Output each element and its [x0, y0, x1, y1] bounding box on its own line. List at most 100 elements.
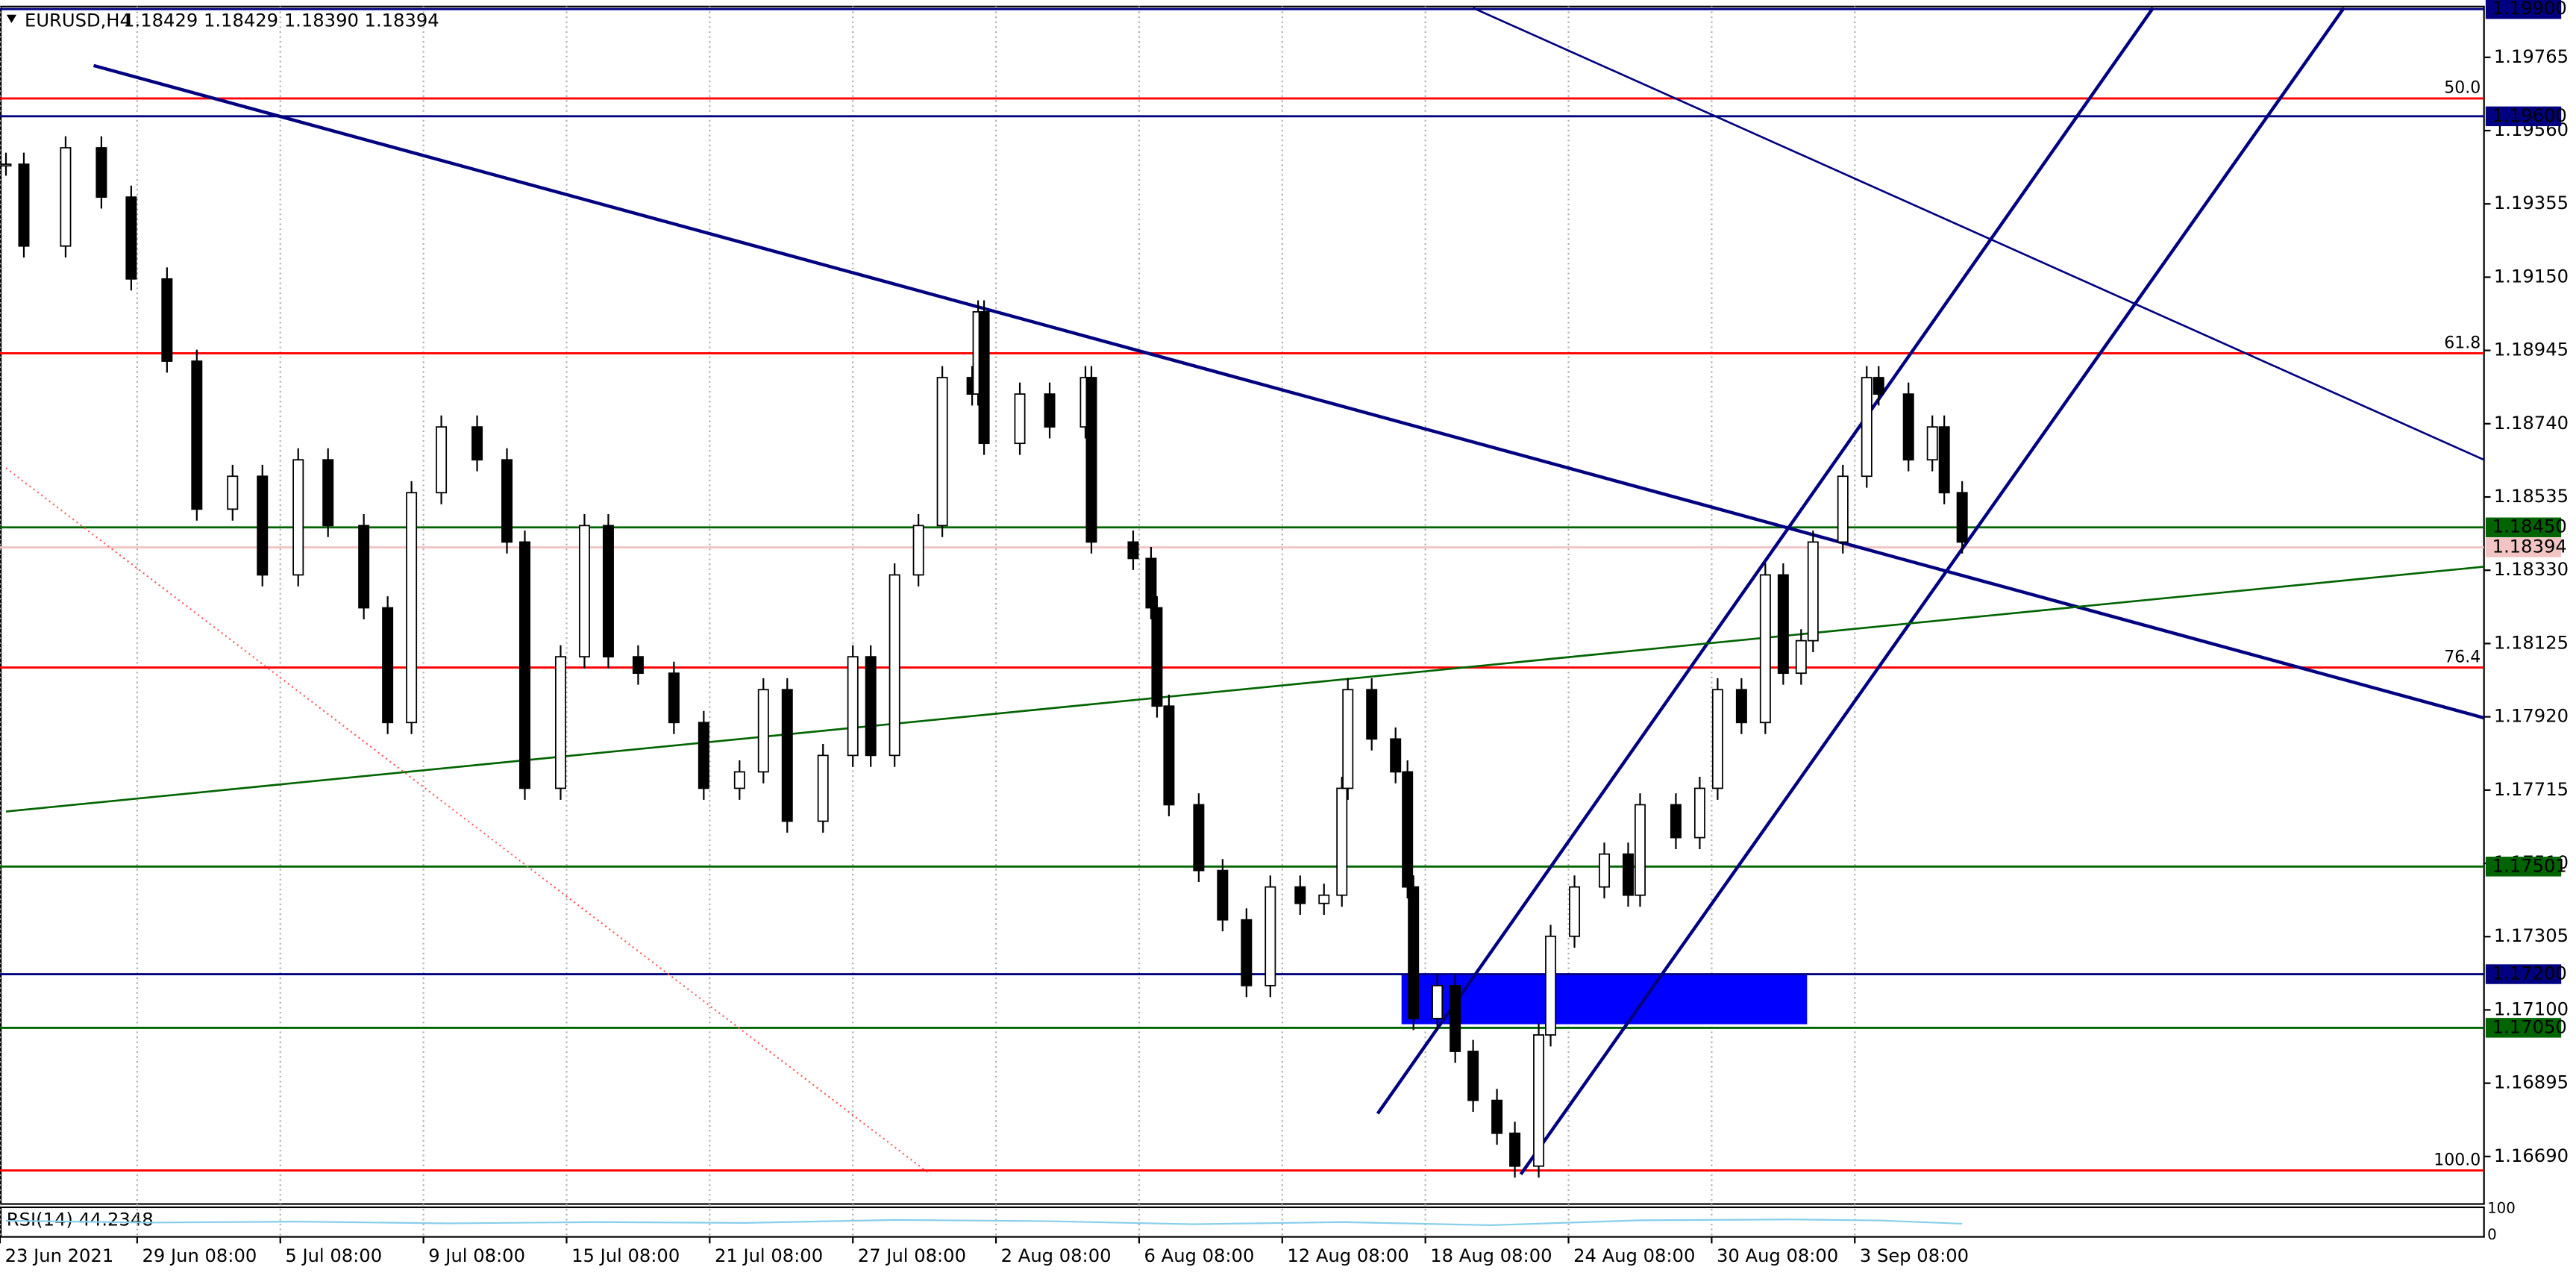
candle-body — [698, 722, 709, 789]
candle-body — [1759, 574, 1771, 724]
candle-body — [865, 656, 877, 757]
candle-body — [668, 672, 680, 724]
candle-body — [1151, 607, 1163, 707]
y-tick-label: 1.19765 — [2494, 46, 2569, 67]
candle-body — [257, 475, 269, 576]
candle-body — [1491, 1099, 1503, 1134]
menu-arrow[interactable] — [6, 14, 17, 23]
candle-body — [1693, 787, 1705, 839]
x-tick-label: 5 Jul 08:00 — [285, 1245, 382, 1266]
candle-body — [912, 525, 924, 576]
rsi-tick-label: 0 — [2487, 1226, 2497, 1243]
candle-body — [1711, 689, 1723, 789]
rsi-frame — [0, 1206, 2485, 1238]
y-tick-label: 1.17715 — [2494, 779, 2569, 800]
candle-body — [1509, 1132, 1521, 1167]
fib-label: 76.4 — [2444, 648, 2481, 666]
candle-body — [1735, 689, 1747, 724]
price-box — [2485, 106, 2562, 127]
x-tick-label: 24 Aug 08:00 — [1573, 1245, 1695, 1266]
candle-body — [578, 525, 590, 658]
y-tick-label: 1.18535 — [2494, 486, 2569, 507]
candle-body — [1014, 393, 1026, 445]
candle-body — [978, 311, 990, 445]
quote: 1.18429 1.18429 1.18390 1.18394 — [123, 10, 439, 31]
candle-body — [1085, 377, 1097, 543]
x-tick-label: 29 Jun 08:00 — [142, 1245, 257, 1266]
candle-body — [1599, 853, 1610, 888]
candle-body — [1265, 886, 1276, 986]
y-tick-label: 1.18125 — [2494, 632, 2569, 653]
candle-body — [1837, 475, 1849, 543]
candle-body — [1634, 804, 1646, 896]
price-box — [2485, 857, 2562, 877]
y-tick-label: 1.17305 — [2494, 925, 2569, 946]
candle-body — [1861, 377, 1873, 478]
candle-body — [1044, 393, 1056, 428]
y-tick-label: 1.18945 — [2494, 340, 2569, 360]
candle-body — [1294, 886, 1306, 904]
candle-body — [191, 360, 203, 510]
y-tick-label: 1.19355 — [2494, 193, 2569, 213]
y-tick-label: 1.17100 — [2494, 998, 2569, 1019]
candle-body — [519, 541, 530, 789]
candle-body — [1807, 541, 1819, 642]
candle-body — [382, 607, 394, 724]
candle-body — [358, 525, 370, 609]
candle-body — [936, 377, 948, 527]
candle-body — [632, 656, 644, 675]
x-tick-label: 2 Aug 08:00 — [1001, 1245, 1112, 1266]
y-tick-label: 1.17920 — [2494, 706, 2569, 727]
candle-body — [1127, 541, 1139, 560]
candle-body — [1533, 1034, 1545, 1167]
candle-body — [1163, 705, 1175, 806]
candle-body — [733, 771, 745, 789]
candle-body — [1569, 886, 1581, 937]
price-box — [2485, 537, 2562, 557]
y-tick-label: 1.16895 — [2494, 1072, 2569, 1093]
candle-body — [1938, 426, 1950, 494]
candle-body — [471, 426, 483, 461]
candle-body — [1777, 574, 1789, 675]
candle-body — [889, 574, 900, 757]
candle-body — [501, 459, 513, 543]
trend-line — [1519, 7, 2345, 1176]
candle-body — [847, 656, 859, 757]
x-tick-label: 23 Jun 2021 — [5, 1245, 114, 1266]
trend-line — [1473, 7, 2485, 461]
trend-line — [1376, 7, 2154, 1115]
fib-label: 61.8 — [2444, 334, 2481, 352]
candle-body — [95, 147, 107, 198]
x-tick-label: 21 Jul 08:00 — [715, 1245, 823, 1266]
candle-body — [161, 278, 173, 362]
candle-body — [1336, 787, 1348, 896]
candle-body — [1873, 377, 1884, 395]
price-box-label: 1.19900 — [2492, 0, 2567, 19]
trend-line — [5, 566, 2484, 813]
fib-label: 50.0 — [2444, 79, 2481, 98]
candle-body — [125, 196, 137, 280]
x-tick-label: 30 Aug 08:00 — [1717, 1245, 1838, 1266]
rsi-label: RSI(14) 44.2348 — [7, 1210, 154, 1230]
price-box-label: 1.17501 — [2492, 855, 2567, 876]
candle-body — [1318, 894, 1330, 904]
candle-body — [1193, 804, 1205, 872]
candle-body — [1145, 557, 1157, 609]
x-tick-label: 9 Jul 08:00 — [428, 1245, 525, 1266]
rsi-line — [5, 1219, 1963, 1227]
symbol-title: EURUSD,H4 — [25, 10, 131, 31]
candle-body — [1342, 689, 1354, 789]
candle-body — [60, 147, 72, 247]
price-box-label: 1.18450 — [2492, 516, 2567, 537]
candle-body — [1408, 886, 1420, 1019]
candle-body — [18, 163, 30, 247]
candle-body — [322, 459, 334, 527]
zone — [1401, 974, 1808, 1025]
candle-body — [406, 492, 418, 724]
candle-body — [1467, 1051, 1479, 1101]
trend-line — [5, 467, 931, 1175]
y-tick-label: 1.19150 — [2494, 266, 2569, 287]
